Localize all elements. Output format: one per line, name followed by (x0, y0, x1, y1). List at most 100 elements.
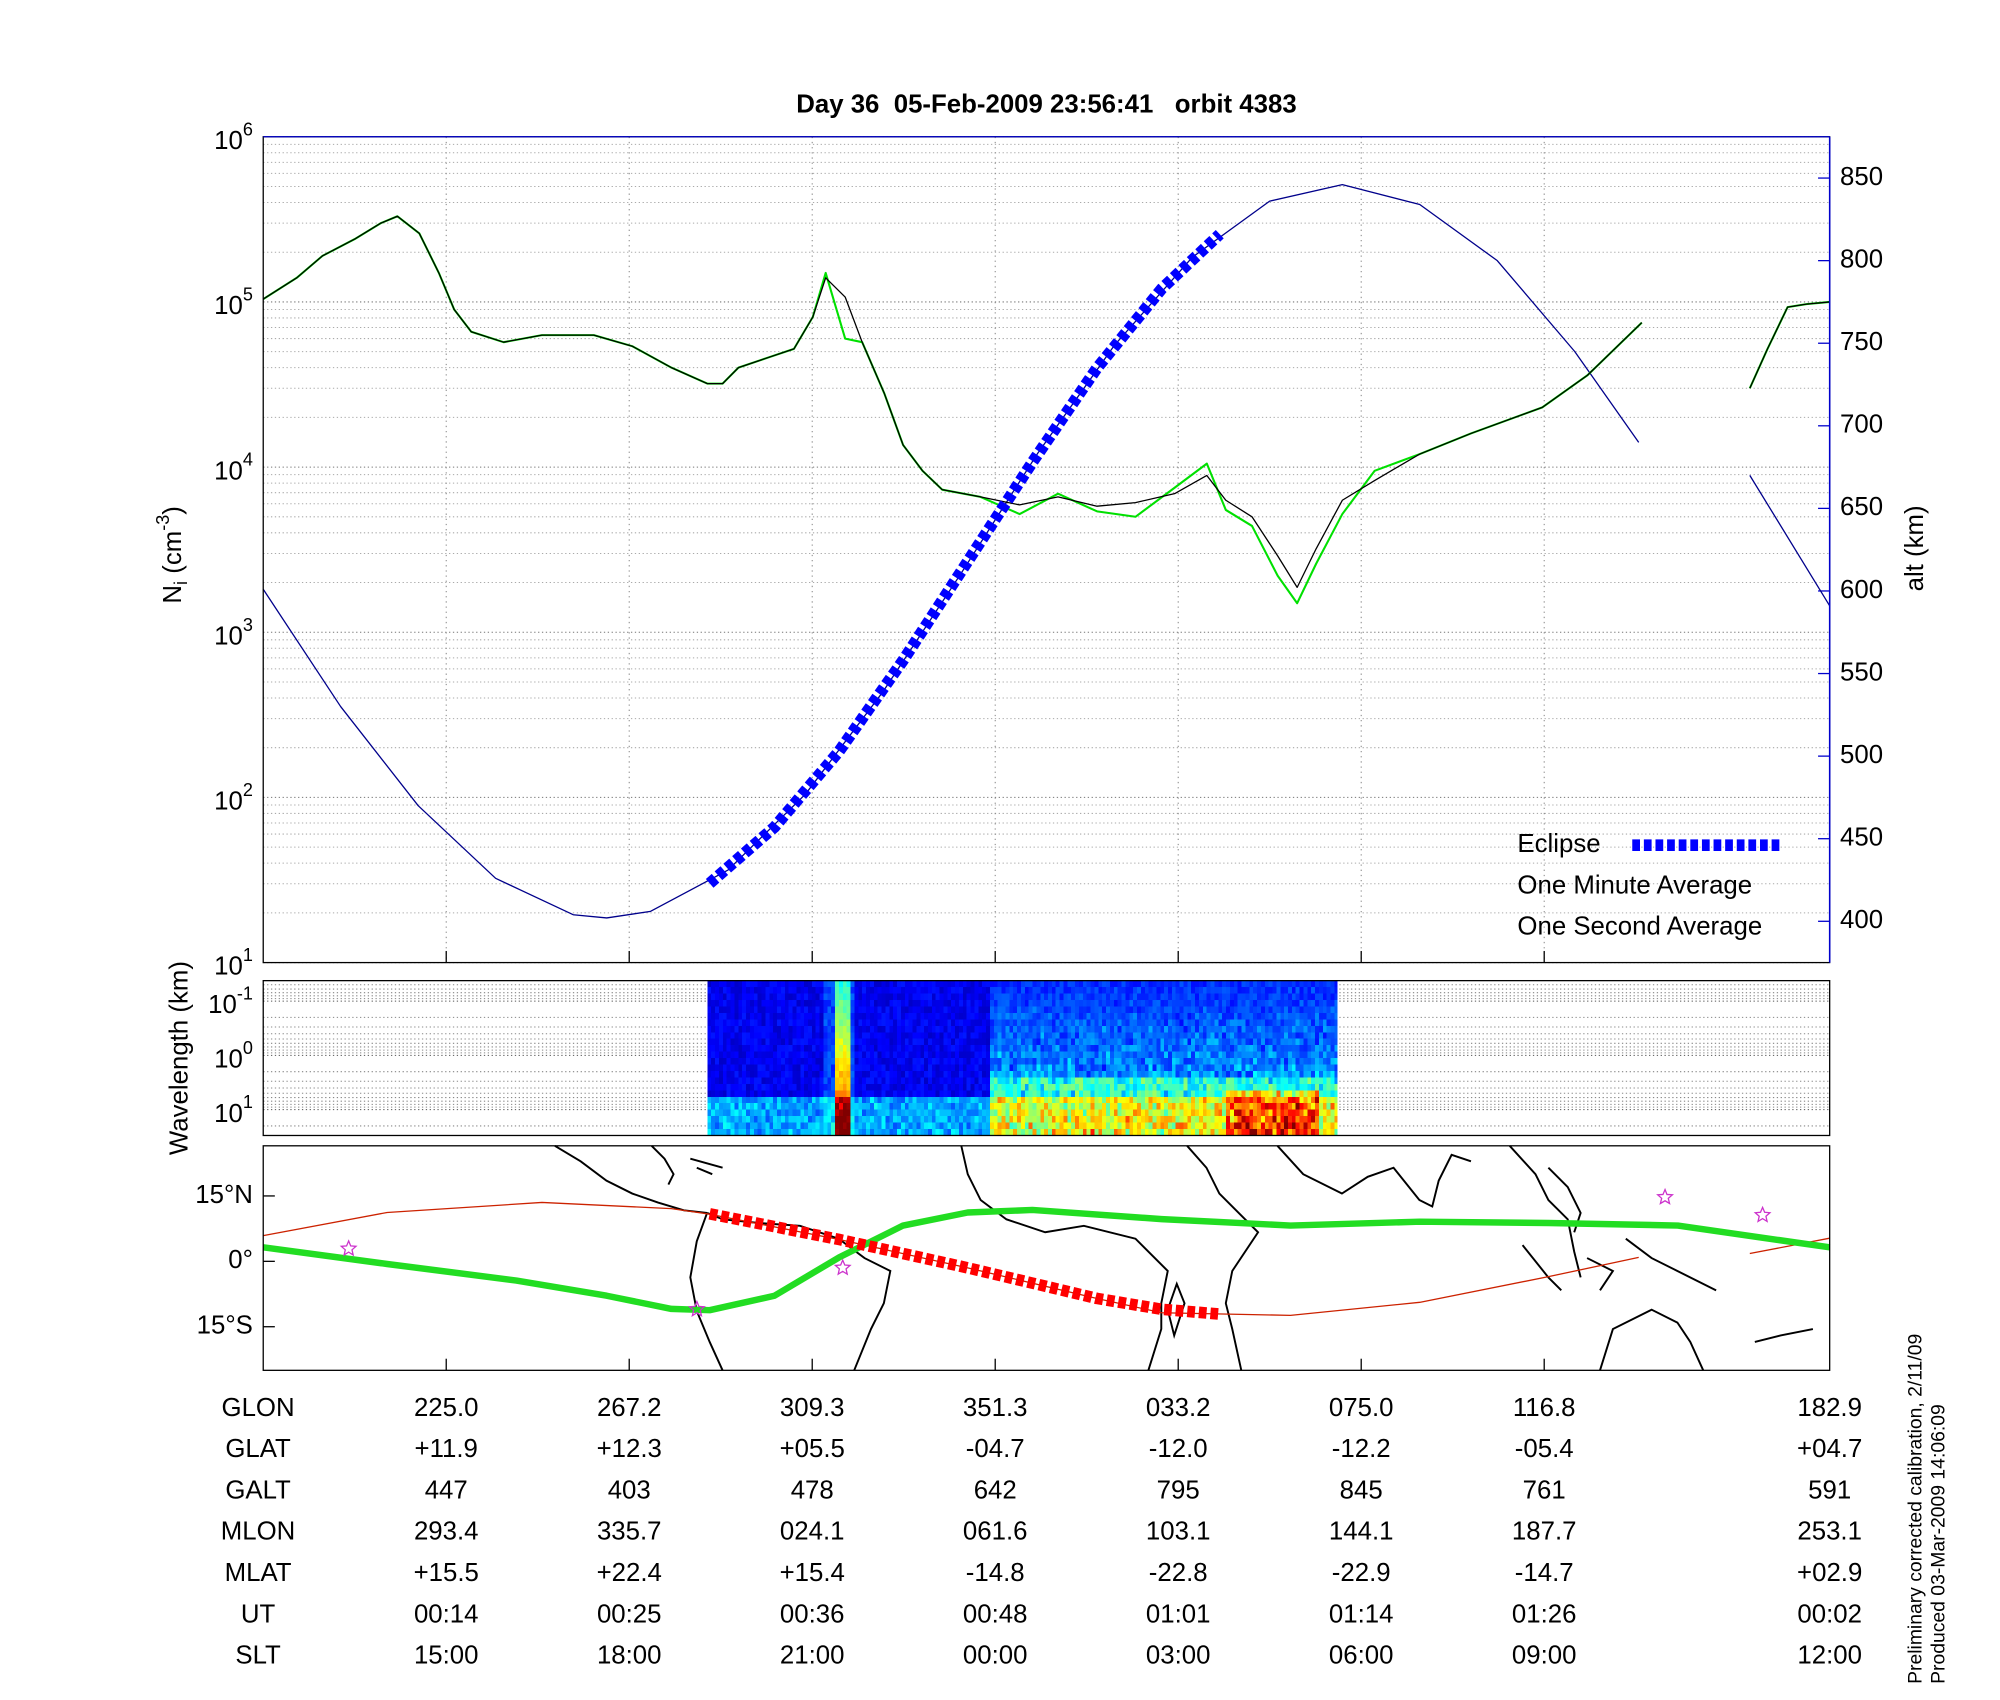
spectrogram-cell (1125, 1006, 1130, 1014)
spectrogram-cell (749, 1090, 755, 1098)
spectrogram-cell (1078, 1038, 1084, 1046)
spectrogram-cell (1109, 1051, 1115, 1059)
spectrogram-cell (1121, 993, 1126, 1001)
spectrogram-cell (815, 1103, 820, 1111)
spectrogram-cell (1102, 1070, 1107, 1078)
spectrogram-cell (1024, 1083, 1030, 1091)
spectrogram-cell (792, 1045, 797, 1052)
spectrogram-cell (924, 1045, 929, 1052)
spectrogram-cell (1032, 1116, 1037, 1123)
spectrogram-cell (974, 1006, 979, 1014)
spectrogram-cell (1218, 1064, 1223, 1072)
spectrogram-cell (707, 1019, 712, 1027)
spectrogram-cell (1144, 1116, 1150, 1123)
spectrogram-cell (1133, 1129, 1138, 1136)
spectrogram-cell (1191, 1032, 1196, 1040)
spectrogram-cell (1125, 1000, 1130, 1007)
spectrogram-cell (1171, 1045, 1177, 1052)
spectrogram-cell (866, 1116, 871, 1123)
spectrogram-cell (784, 1109, 790, 1117)
spectrogram-cell (1106, 1077, 1111, 1085)
spectrogram-cell (811, 1012, 817, 1020)
spectrogram-cell (1257, 1058, 1262, 1065)
spectrogram-cell (734, 1083, 739, 1091)
spectrogram-cell (715, 1019, 720, 1027)
spectrogram-cell (1307, 1109, 1312, 1117)
spectrogram-cell (935, 1038, 940, 1046)
spectrogram-cell (1121, 1070, 1126, 1078)
spectrogram-cell (928, 993, 933, 1001)
spectrogram-cell (815, 1025, 820, 1033)
spectrogram-cell (943, 1077, 948, 1085)
spectrogram-cell (951, 1096, 956, 1104)
spectrogram-cell (1257, 1038, 1262, 1046)
spectrogram-cell (734, 1006, 739, 1014)
spectrogram-cell (1307, 1019, 1312, 1027)
spectrogram-cell (1175, 1077, 1180, 1085)
spectrogram-cell (808, 1090, 813, 1098)
spectrogram-cell (1268, 1045, 1273, 1052)
spectrogram-cell (838, 987, 844, 994)
spectrogram-cell (928, 1103, 933, 1111)
spectrogram-cell (858, 1070, 863, 1078)
y2-tick-label: 650 (1840, 493, 1883, 521)
spectrogram-cell (1241, 1006, 1246, 1014)
spectrogram-cell (997, 1012, 1002, 1020)
spectrogram-cell (1264, 1032, 1270, 1040)
spectrogram-cell (1326, 987, 1331, 994)
spectrogram-cell (757, 1058, 762, 1065)
spectrogram-cell (1311, 1103, 1316, 1111)
spectrogram-cell (877, 1038, 882, 1046)
spectrogram-cell (1028, 1006, 1033, 1014)
spectrogram-cell (1276, 1070, 1281, 1078)
spectrogram-cell (993, 1019, 999, 1027)
spectrogram-cell (1253, 1006, 1258, 1014)
spectrogram-cell (1140, 1000, 1146, 1007)
spectrogram-cell (1241, 1064, 1246, 1072)
spectrogram-cell (1272, 1012, 1277, 1020)
spectrogram-cell (1005, 1090, 1010, 1098)
spectrogram-cell (928, 1006, 933, 1014)
spectrogram-cell (796, 993, 801, 1001)
spectrogram-cell (873, 1122, 879, 1130)
spectrogram-cell (1226, 1064, 1231, 1072)
spectrogram-cell (1152, 1025, 1157, 1033)
spectrogram-cell (889, 1025, 894, 1033)
spectrogram-cell (827, 993, 832, 1001)
spectrogram-cell (1198, 1025, 1204, 1033)
spectrogram-cell (1233, 1006, 1239, 1014)
spectrogram-cell (1175, 1045, 1180, 1052)
spectrogram-cell (1040, 1122, 1045, 1130)
spectrogram-cell (1133, 1006, 1138, 1014)
spectrogram-cell (1330, 1019, 1335, 1027)
spectrogram-cell (989, 1070, 995, 1078)
spectrogram-cell (1233, 1096, 1239, 1104)
spectrogram-cell (1322, 993, 1328, 1001)
spectrogram-cell (1214, 1038, 1219, 1046)
coastline (650, 1145, 723, 1185)
spectrogram-cell (746, 1077, 751, 1085)
spectrogram-cell (715, 987, 720, 994)
spectrogram-cell (1272, 1025, 1277, 1033)
spectrogram-cell (900, 1045, 906, 1052)
spectrogram-cell (1288, 1012, 1293, 1020)
spectrogram-cell (1195, 1096, 1200, 1104)
spectrogram-cell (885, 1116, 890, 1123)
spectrogram-cell (1075, 1051, 1080, 1059)
spectrogram-cell (873, 1006, 879, 1014)
spectrogram-cell (873, 1000, 879, 1007)
table-cell: +12.3 (597, 1435, 662, 1463)
spectrogram-cell (1067, 1103, 1072, 1111)
spectrogram-cell (823, 1000, 828, 1007)
spectrogram-cell (912, 1103, 917, 1111)
spectrogram-cell (1291, 1038, 1297, 1046)
spectrogram-cell (1175, 1083, 1180, 1091)
spectrogram-cell (974, 993, 979, 1001)
spectrogram-cell (850, 1006, 855, 1014)
spectrogram-cell (920, 1064, 925, 1072)
spectrogram-cell (1226, 1083, 1231, 1091)
spectrogram-cell (1098, 1006, 1103, 1014)
spectrogram-cell (1195, 1083, 1200, 1091)
spectrogram-cell (1013, 1051, 1018, 1059)
spectrogram-cell (1276, 1083, 1281, 1091)
